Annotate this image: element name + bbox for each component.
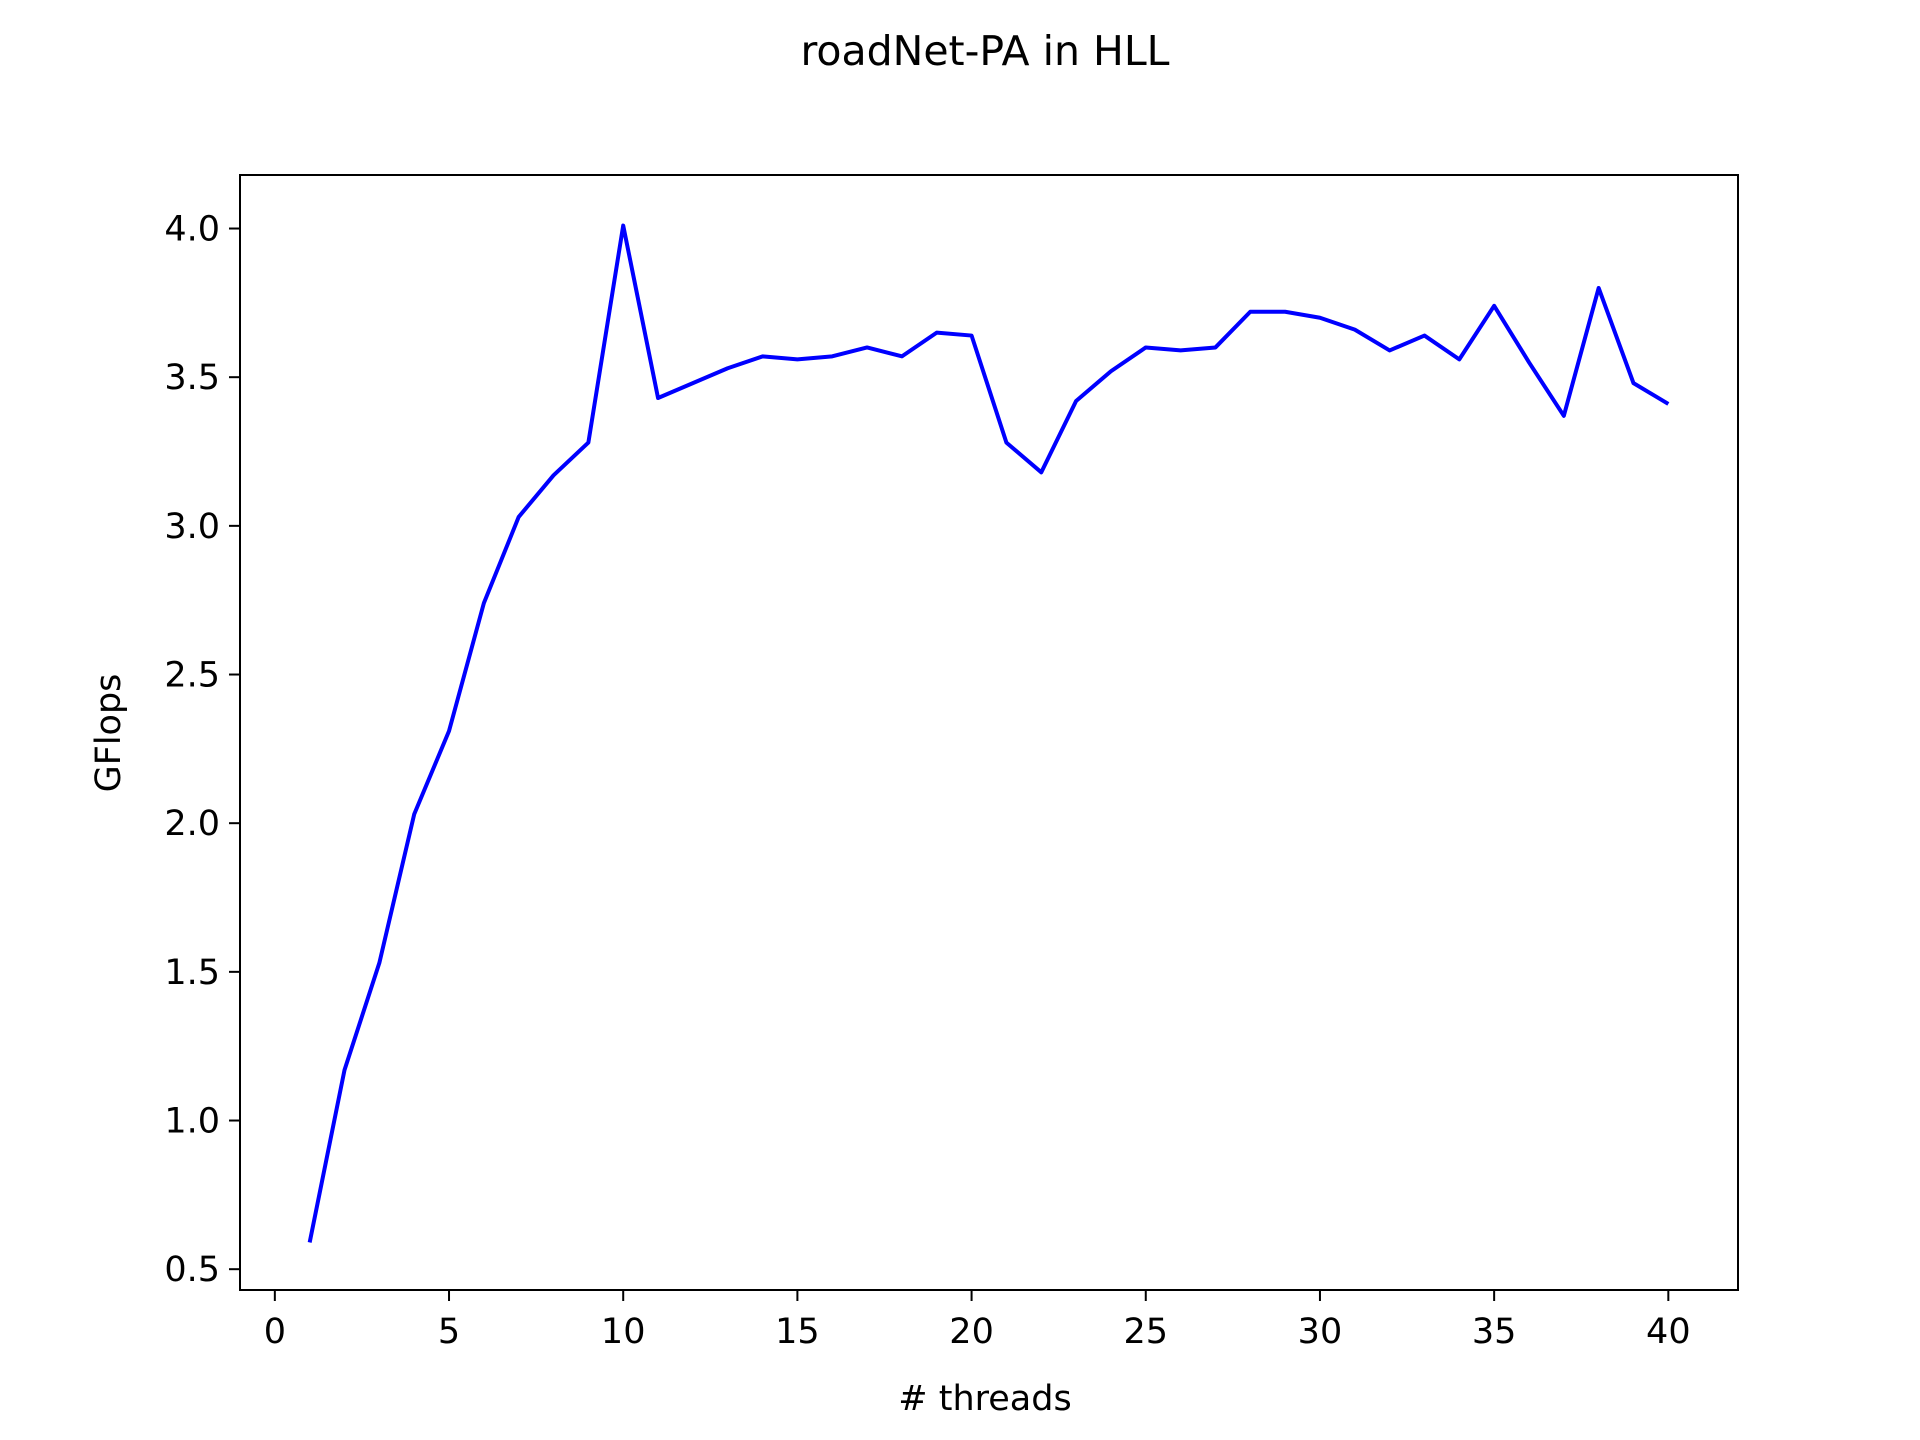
x-axis-label: # threads <box>898 1379 1071 1419</box>
x-tick-label: 40 <box>1646 1312 1691 1352</box>
axes-frame <box>239 174 1739 1291</box>
y-tick-label: 1.0 <box>164 1102 220 1142</box>
y-tick-label: 4.0 <box>164 210 220 250</box>
plot-area: 0 5 10 15 20 25 30 35 40 0.5 1.0 1.5 2.0 2.5 3.0 3.5 4.0 <box>164 174 1739 1352</box>
y-tick-label: 3.0 <box>164 507 220 547</box>
x-tick-label: 35 <box>1472 1312 1517 1352</box>
y-tick-label: 2.0 <box>164 804 220 844</box>
y-tick-label: 2.5 <box>164 656 220 696</box>
x-tick-label: 30 <box>1298 1312 1343 1352</box>
x-tick-label: 20 <box>949 1312 994 1352</box>
y-tick-label: 0.5 <box>164 1250 220 1290</box>
x-tick-label: 10 <box>601 1312 646 1352</box>
y-tick-label: 1.5 <box>164 953 220 993</box>
chart-title: roadNet-PA in HLL <box>800 27 1169 75</box>
x-tick-label: 5 <box>438 1312 460 1352</box>
x-tick-label: 15 <box>775 1312 820 1352</box>
series-line-0 <box>307 223 1670 1243</box>
x-tick-label: 0 <box>264 1312 286 1352</box>
y-tick-label: 3.5 <box>164 358 220 398</box>
x-tick-label: 25 <box>1123 1312 1168 1352</box>
y-axis-label: GFlops <box>89 674 129 793</box>
